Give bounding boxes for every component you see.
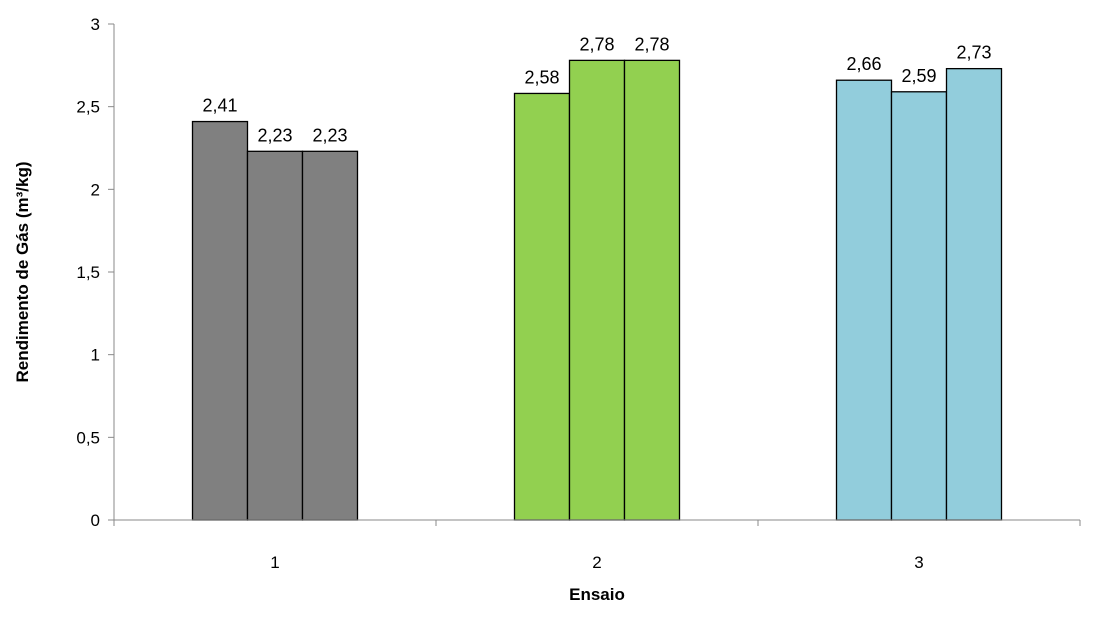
x-tick-label: 1 <box>270 553 279 572</box>
bar-ensaio-2-1 <box>513 92 571 521</box>
y-tick-label: 1,5 <box>76 263 100 282</box>
bar-ensaio-3-3 <box>945 67 1003 521</box>
data-label: 2,66 <box>846 54 881 74</box>
x-axis-title: Ensaio <box>569 585 625 604</box>
bar-ensaio-1-2 <box>246 150 304 521</box>
x-tick-label: 2 <box>592 553 601 572</box>
y-tick-label: 2 <box>91 180 100 199</box>
data-label: 2,59 <box>901 66 936 86</box>
y-tick-label: 3 <box>91 15 100 34</box>
y-axis-title: Rendimento de Gás (m³/kg) <box>13 161 32 382</box>
y-tick-label: 0 <box>91 511 100 530</box>
bar-ensaio-3-2 <box>890 91 948 521</box>
bar-ensaio-1-3 <box>301 150 359 521</box>
y-tick-label: 1 <box>91 346 100 365</box>
bar-ensaio-1-1 <box>191 120 249 521</box>
data-label: 2,23 <box>312 125 347 145</box>
bar-ensaio-2-2 <box>568 59 626 521</box>
y-axis-ticks: 0 0,5 1 1,5 2 2,5 3 <box>76 15 114 530</box>
data-label: 2,78 <box>579 34 614 54</box>
data-label: 2,73 <box>956 43 991 63</box>
data-label: 2,58 <box>524 67 559 87</box>
data-label: 2,23 <box>257 125 292 145</box>
data-labels-layer: 2,41 2,23 2,23 2,58 2,78 2,78 2,66 2,59 2,73 <box>202 34 991 145</box>
x-axis-ticks: 1 2 3 <box>113 520 1081 572</box>
bar-ensaio-3-1 <box>835 79 893 521</box>
data-label: 2,41 <box>202 96 237 116</box>
y-tick-label: 0,5 <box>76 428 100 447</box>
data-label: 2,78 <box>634 34 669 54</box>
bars-layer <box>191 59 1003 521</box>
y-tick-label: 2,5 <box>76 98 100 117</box>
x-tick-label: 3 <box>914 553 923 572</box>
bar-ensaio-2-3 <box>623 59 681 521</box>
